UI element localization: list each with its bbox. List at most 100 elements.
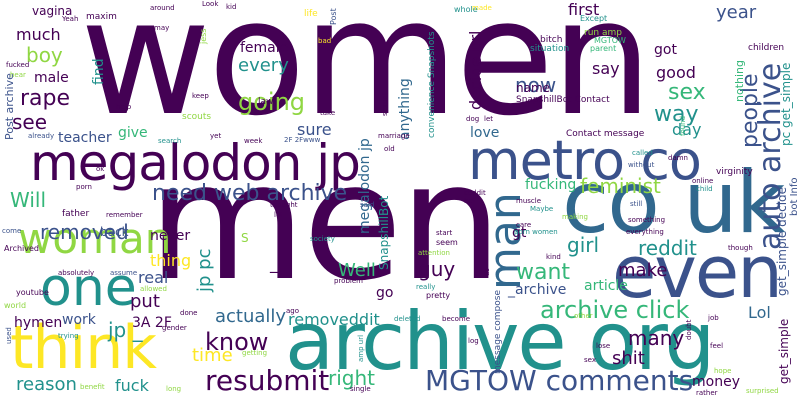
word-still: still [630,200,643,208]
word-absolutely: absolutely [58,269,95,277]
word-allowed: allowed [140,285,167,293]
word-bad: bad [318,37,332,45]
word-sex-small: sex [584,356,596,364]
word-thought: thought [270,201,298,209]
word-post: Post [329,8,338,25]
word-teacher: teacher [58,130,112,146]
word-children: children [748,43,785,53]
word-look: Look [202,0,219,8]
word-world: world [4,301,27,310]
word-put: put [130,291,160,312]
word-log: log [468,337,479,345]
word-girl: girl [567,233,600,257]
word-start: start [436,229,453,237]
word-life: life [304,9,318,19]
word-first: first [568,0,600,19]
word-rather: rather [696,389,718,397]
word-much: much [16,25,61,44]
word-trying: trying [58,332,79,340]
word-sure: sure [297,120,332,139]
word-archived: Archived [4,244,40,253]
word-go: go [376,285,394,301]
word-shit: shit [612,348,645,369]
word-maxim: maxim [86,12,117,22]
word-yeah: Yeah [62,15,79,23]
word-time: time [192,345,233,366]
word-post-archive: Post archive [3,73,16,140]
word-feminist: feminist [580,174,661,198]
word-work: work [62,312,96,328]
word-old: old [384,145,395,153]
word-assume: assume [110,269,138,277]
word-society: society [310,235,335,243]
word-megalodon-jp: megalodon jp [30,134,361,192]
word-problem: problem [334,277,363,285]
word-male: male [34,70,69,86]
word-find: find [91,58,107,85]
word-something: something [628,216,666,224]
word-muscle: muscle [516,197,542,205]
word-2f-2fwww: 2F 2Fwww [284,136,321,144]
word-may: may [154,24,170,32]
word-day: day [672,120,702,139]
word-making: making [562,213,588,221]
word-except: Except [580,14,608,23]
word-father: father [62,209,90,219]
word-already: already [28,132,55,140]
word-jess: jess [199,28,208,44]
word-gt: gt [512,225,527,241]
word-need-web-archive: need web archive [152,181,348,206]
word-name: name [516,81,551,95]
word-online: online [692,177,714,185]
word-snapshillbot-contact: SnapshillBot Contact [516,95,610,105]
word-around: around [150,4,175,12]
word-think: think [10,313,157,383]
word-ceddit: ceddit [464,189,486,197]
word-seem: seem [436,238,458,247]
word-lol: Lol [748,303,771,322]
word-going: going [238,88,306,116]
word-every: every [238,55,289,76]
word-long: long [166,385,182,393]
word-female: female [240,40,289,56]
word-said: said [360,201,375,209]
word-get-simple: get_simple [777,318,791,384]
word-resubmit: resubmit [205,364,330,397]
word-whole: whole [454,5,478,14]
word-give: give [118,125,148,141]
word-getting: getting [242,349,268,357]
word-let: let [484,115,493,123]
word-pc-get-simple: pc get_simple [779,62,793,146]
word-love: love [470,125,500,141]
word-fucked: fucked [6,61,30,69]
word-message-compose: message compose [493,290,503,374]
word-will: Will [10,188,47,212]
word-got: got [654,42,677,58]
word-underscore: _ [270,254,278,273]
word-well: Well [338,260,376,281]
word-convenience-snapshots: convenience Snapshots [427,31,437,138]
word-kid: kid [226,3,237,11]
word-removeddit: removeddit [288,310,380,329]
word-nothing: nothing [733,60,746,102]
word-reason: reason [16,374,77,395]
word-contact-message: Contact message [566,129,645,139]
word-virginity: virginity [716,167,753,177]
word-thing: thing [150,251,192,270]
word-know: know [205,328,269,356]
word-take: take [320,109,336,117]
word-dog: dog [466,115,480,123]
word-search: search [158,137,182,145]
word-as: as [483,268,491,276]
word-youtube: youtube [16,288,49,297]
word-done: done [180,309,198,317]
word-rape: rape [20,86,71,111]
word-other: other [574,312,593,320]
word-one: one [40,258,137,318]
word-jp-pc: jp pc [194,248,215,292]
word-feel: feel [710,342,724,350]
word-bitch: bitch [540,35,563,45]
word-mgtow-small: MGTOW [594,36,626,45]
word-get-simple-decide: get_simple decide [775,186,789,296]
